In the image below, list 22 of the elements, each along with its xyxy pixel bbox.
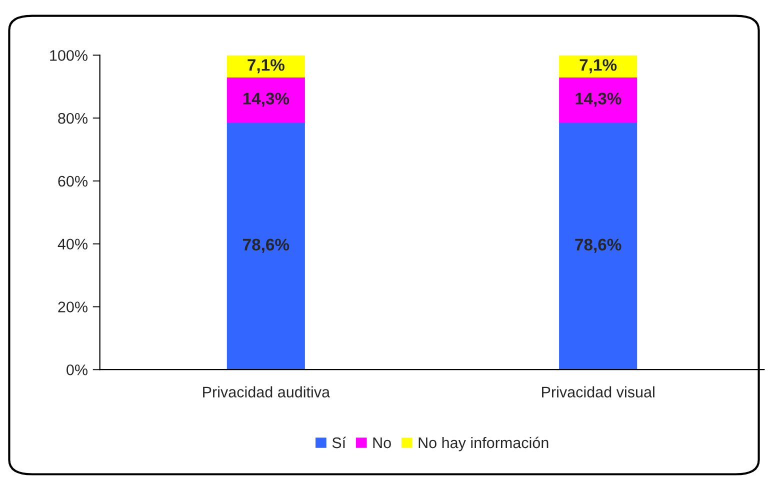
y-tick-label: 80% xyxy=(58,112,88,124)
bar xyxy=(226,78,305,122)
y-tick-label: 60% xyxy=(58,176,88,187)
legend-label: Sí xyxy=(332,436,346,448)
y-tick-label: 0% xyxy=(66,364,88,376)
y-tick-label: 40% xyxy=(58,238,88,250)
bar xyxy=(559,78,638,122)
data-label: 78,6% xyxy=(243,238,290,253)
data-label: 78,6% xyxy=(575,238,622,253)
legend-label: No hay información xyxy=(418,436,548,452)
data-label: 14,3% xyxy=(576,92,622,107)
y-tick-label: 100% xyxy=(50,50,88,61)
x-tick-label: Privacidad auditiva xyxy=(203,386,330,398)
data-label: 7,1% xyxy=(580,59,617,74)
x-tick-label: Privacidad visual xyxy=(542,386,654,398)
bar xyxy=(559,55,638,78)
bar xyxy=(559,122,638,370)
y-tick-label: 20% xyxy=(58,302,88,312)
bar xyxy=(226,122,305,370)
legend-label: No xyxy=(373,438,391,448)
data-label: 7,1% xyxy=(248,59,284,74)
data-label: 14,3% xyxy=(243,92,290,107)
